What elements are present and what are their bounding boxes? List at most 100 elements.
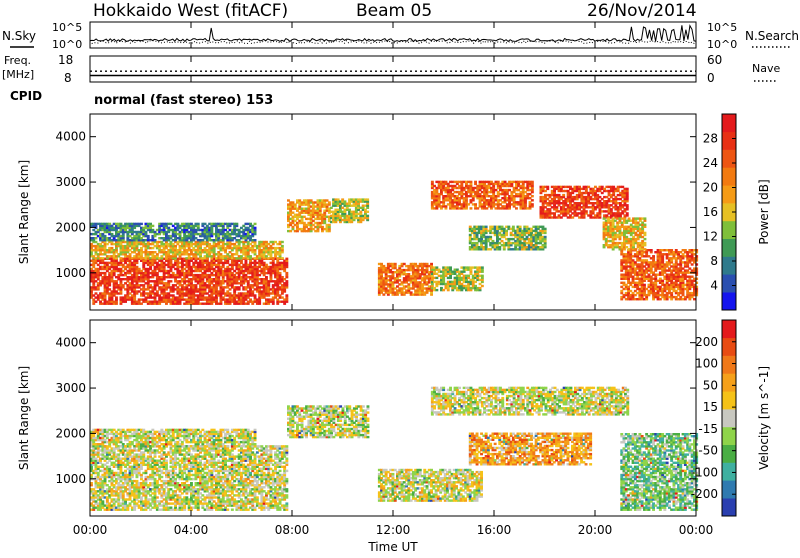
data-cell (276, 290, 279, 292)
data-cell (281, 249, 284, 251)
data-cell (163, 266, 166, 268)
data-cell (238, 286, 241, 288)
data-cell (247, 280, 250, 282)
data-cell (467, 203, 470, 205)
data-cell (95, 301, 98, 303)
data-cell (231, 249, 234, 251)
data-cell (398, 275, 401, 277)
data-cell (627, 278, 630, 280)
data-cell (210, 229, 213, 231)
data-cell (447, 287, 450, 289)
data-cell (97, 286, 100, 288)
data-cell (366, 207, 369, 209)
data-cell (258, 301, 261, 303)
cpid-label: CPID (10, 89, 42, 103)
data-cell (470, 269, 473, 271)
data-cell (449, 277, 452, 279)
data-cell (366, 211, 369, 213)
data-cell (328, 224, 331, 226)
data-cell (285, 286, 288, 288)
data-cell (626, 188, 629, 190)
data-cell (122, 237, 125, 239)
data-cell (154, 286, 157, 288)
data-cell (113, 272, 116, 274)
data-cell (481, 277, 484, 279)
data-cell (562, 194, 565, 196)
data-cell (222, 276, 225, 278)
freq-tick-top: 18 (58, 53, 73, 67)
data-cell (626, 194, 629, 196)
data-cell (645, 298, 648, 300)
data-cell (149, 266, 152, 268)
data-cell (285, 262, 288, 264)
data-cell (292, 212, 295, 214)
data-cell (519, 226, 522, 228)
data-cell (544, 238, 547, 240)
data-cell (492, 185, 495, 187)
data-cell (485, 244, 488, 246)
data-cell (167, 227, 170, 229)
data-cell (235, 223, 238, 225)
data-cell (188, 262, 191, 264)
data-cell (292, 201, 295, 203)
data-cell (254, 223, 257, 225)
data-cell (108, 288, 111, 290)
data-cell (147, 235, 150, 237)
data-cell (542, 226, 545, 228)
data-cell (115, 249, 118, 251)
data-cell (140, 223, 143, 225)
data-cell (120, 257, 123, 259)
nave-tick-bottom: 0 (707, 71, 715, 85)
data-cell (303, 216, 306, 218)
data-cell (435, 277, 438, 279)
data-cell (274, 241, 277, 243)
data-cell (515, 207, 518, 209)
data-cell (366, 198, 369, 200)
data-cell (531, 199, 534, 201)
data-cell (626, 200, 629, 202)
data-cell (301, 218, 304, 220)
data-cell (272, 301, 275, 303)
data-cell (626, 212, 629, 214)
data-cell (526, 226, 529, 228)
data-cell (156, 253, 159, 255)
date-title: 26/Nov/2014 (587, 1, 697, 21)
data-cell (501, 226, 504, 228)
data-cell (476, 234, 479, 236)
data-cell (585, 210, 588, 212)
data-cell (401, 265, 404, 267)
power-data-layer (90, 181, 698, 305)
data-cell (179, 233, 182, 235)
data-cell (626, 204, 629, 206)
data-cell (544, 236, 547, 238)
data-cell (249, 298, 252, 300)
data-cell (172, 290, 175, 292)
data-cell (485, 226, 488, 228)
data-cell (285, 280, 288, 282)
beam-title: Beam 05 (356, 1, 432, 21)
data-cell (321, 226, 324, 228)
data-cell (120, 280, 123, 282)
data-cell (97, 276, 100, 278)
data-cell (104, 296, 107, 298)
data-cell (285, 301, 288, 303)
data-cell (431, 283, 434, 285)
noise-top-tick-left: 10^5 (52, 21, 82, 34)
data-cell (650, 267, 653, 269)
data-cell (158, 233, 161, 235)
data-cell (95, 237, 98, 239)
data-cell (489, 236, 492, 238)
data-cell (330, 207, 333, 209)
data-cell (265, 276, 268, 278)
data-cell (129, 253, 132, 255)
cpid-text: normal (fast stereo) 153 (94, 93, 273, 108)
data-cell (133, 296, 136, 298)
data-cell (438, 195, 441, 197)
data-cell (285, 258, 288, 260)
data-cell (151, 225, 154, 227)
freq-tick-bottom: 8 (64, 71, 72, 85)
data-cell (217, 276, 220, 278)
data-cell (115, 301, 118, 303)
data-cell (652, 255, 655, 257)
data-cell (650, 249, 653, 251)
